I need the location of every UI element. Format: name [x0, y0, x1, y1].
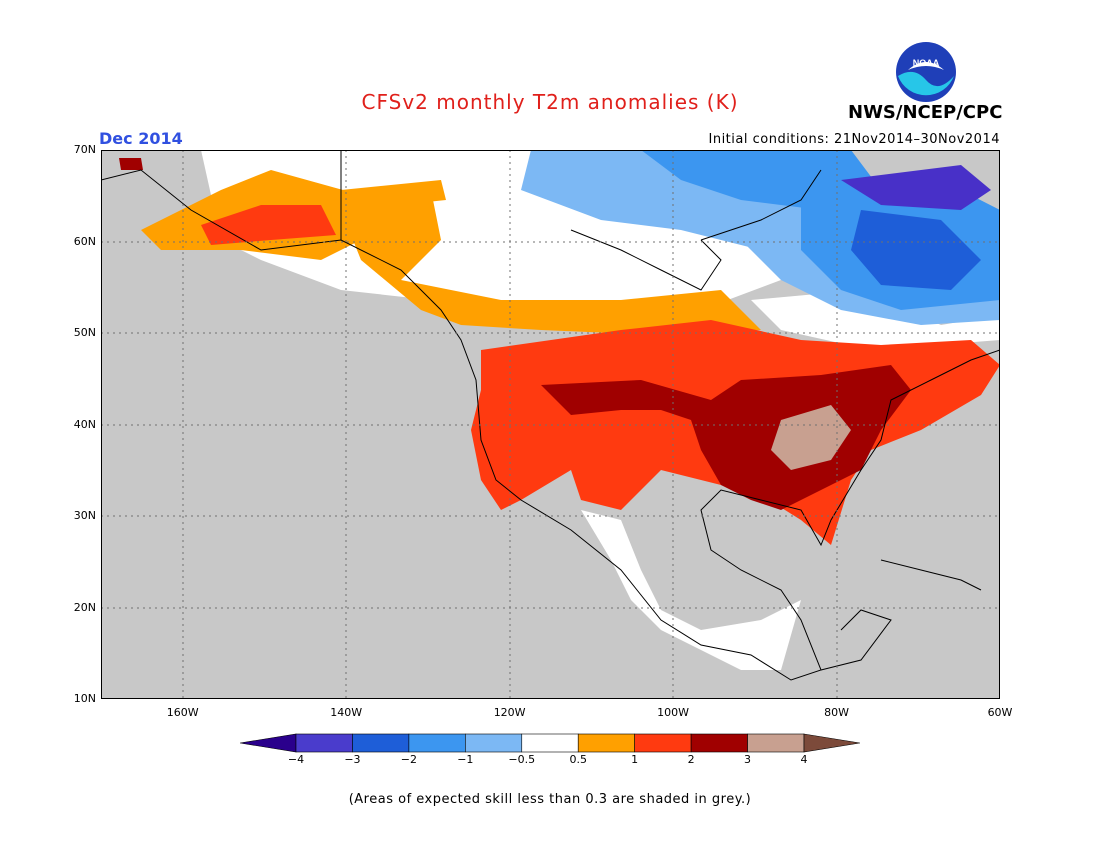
legend-arrow-right	[803, 733, 860, 753]
noaa-logo: NOAA	[896, 42, 956, 102]
legend-swatch	[352, 733, 410, 753]
latitude-label: 60N	[73, 234, 96, 248]
anomaly-regions	[119, 150, 1000, 670]
forecast-month: Dec 2014	[99, 129, 183, 148]
longitude-label: 100W	[657, 706, 690, 719]
legend-arrow-left	[240, 733, 297, 753]
latitude-label: 50N	[73, 326, 96, 339]
legend-swatch	[634, 733, 692, 753]
quebec-very-cold-region	[851, 210, 981, 290]
latitude-label: 20N	[73, 600, 96, 614]
chart-title: CFSv2 monthly T2m anomalies (K)	[361, 90, 739, 114]
alaska-dark-region	[119, 158, 143, 170]
neutral-region-east	[751, 290, 1000, 350]
longitude-label: 80W	[824, 706, 849, 719]
latitude-label: 10N	[73, 692, 96, 705]
legend-swatch	[465, 733, 523, 753]
latitude-label: 70N	[73, 143, 96, 156]
mexico-neutral-region	[581, 510, 801, 670]
us-hot-region	[541, 365, 911, 510]
logo-text: NOAA	[913, 58, 940, 68]
graticule	[101, 150, 1000, 699]
legend-tick-label: −2	[400, 753, 417, 766]
legend-swatch	[521, 733, 579, 753]
legend-swatch	[747, 733, 805, 753]
legend-tick-label: 2	[687, 753, 695, 766]
latitude-label: 30N	[73, 509, 96, 522]
legend-tick-label: −1	[457, 753, 474, 766]
legend-tick-label: 4	[800, 753, 808, 766]
legend-swatch	[408, 733, 466, 753]
color-legend	[240, 733, 860, 753]
legend-tick-label: 0.5	[569, 753, 587, 766]
anomaly-map	[101, 150, 1000, 699]
latitude-label: 40N	[73, 417, 96, 431]
north-warm-region	[341, 180, 446, 210]
us-very-hot-region	[771, 405, 851, 470]
legend-tick-label: −4	[287, 753, 305, 766]
longitude-label: 140W	[330, 706, 363, 719]
legend-swatch	[690, 733, 748, 753]
legend-tick-label: −0.5	[508, 753, 536, 766]
initial-conditions: Initial conditions: 21Nov2014–30Nov2014	[708, 132, 1000, 147]
skill-note: (Areas of expected skill less than 0.3 a…	[348, 792, 752, 807]
legend-swatch	[577, 733, 635, 753]
coastlines	[101, 150, 1000, 681]
canada-warm-region	[341, 190, 761, 335]
labrador-coldest-region	[841, 165, 991, 210]
organization-label: NWS/NCEP/CPC	[848, 102, 1003, 123]
legend-swatch	[295, 733, 353, 753]
map-frame	[101, 150, 1000, 699]
longitude-label: 60W	[987, 706, 1013, 719]
longitude-label: 120W	[493, 706, 526, 719]
legend-tick-label: 3	[744, 753, 752, 766]
longitude-label: 160W	[166, 706, 199, 719]
legend-tick-label: 1	[631, 753, 639, 766]
legend-tick-label: −3	[344, 753, 361, 766]
